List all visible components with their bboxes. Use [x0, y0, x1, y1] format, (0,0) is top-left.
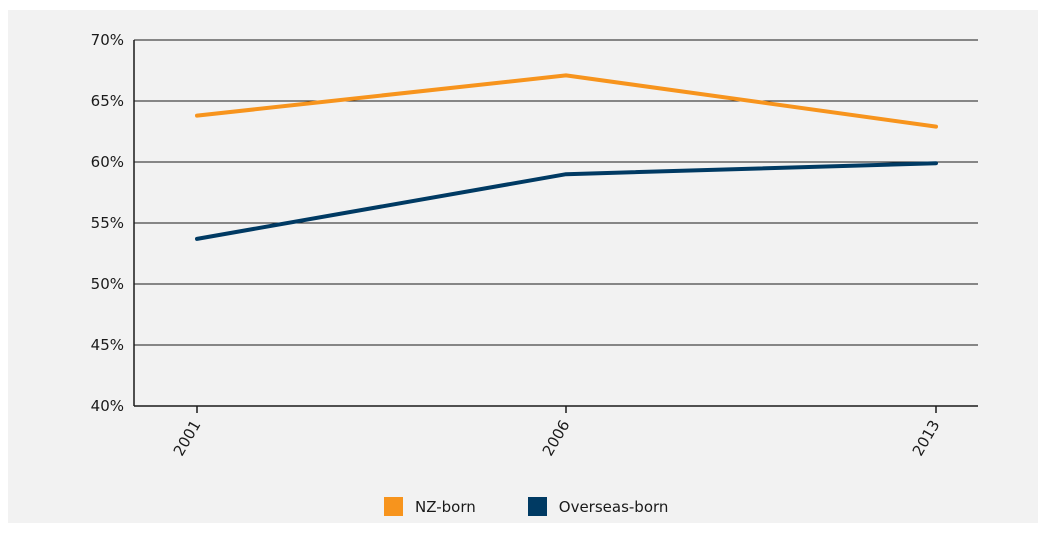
- y-tick-label: 55%: [91, 214, 124, 232]
- legend-label-nz-born: NZ-born: [415, 497, 476, 516]
- y-tick-label: 40%: [91, 397, 124, 415]
- axes: [133, 40, 978, 413]
- x-tick-label: 2013: [909, 417, 944, 459]
- chart-panel: [8, 10, 1038, 523]
- legend-item-nz-born: NZ-born: [384, 497, 476, 516]
- x-tick-label: 2006: [539, 417, 574, 459]
- tick-labels: 40% 45% 50% 55% 60% 65% 70% 2001 2006 2013: [91, 31, 944, 459]
- y-tick-label: 70%: [91, 31, 124, 49]
- y-tick-label: 60%: [91, 153, 124, 171]
- gridlines: [134, 39, 978, 346]
- series-lines: [195, 73, 938, 241]
- y-tick-label: 65%: [91, 92, 124, 110]
- x-tick-label: 2001: [170, 417, 205, 459]
- series-line-overseas-born: [195, 161, 938, 241]
- legend-swatch-overseas-born: [527, 497, 547, 516]
- legend-label-overseas-born: Overseas-born: [558, 497, 669, 516]
- legend-swatch-nz-born: [384, 497, 403, 516]
- legend: NZ-born Overseas-born: [384, 497, 720, 516]
- y-tick-label: 50%: [91, 275, 124, 293]
- legend-item-overseas-born: Overseas-born: [527, 497, 669, 516]
- y-tick-label: 45%: [91, 336, 124, 354]
